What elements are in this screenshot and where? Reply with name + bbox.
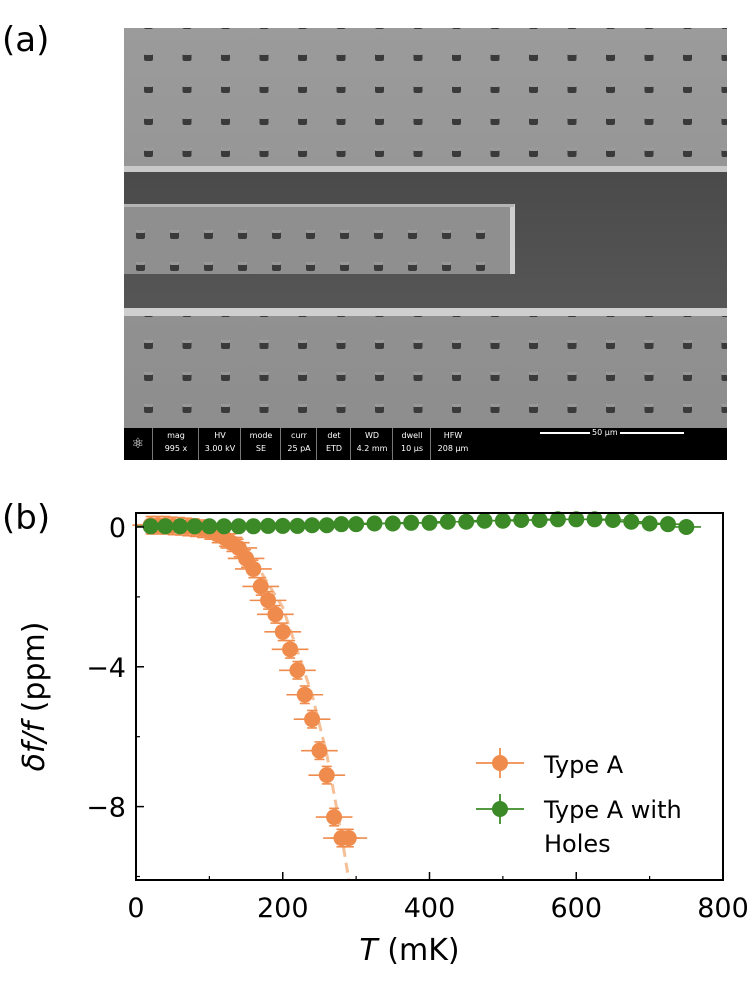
legend-marker (492, 755, 508, 771)
type-a-point (252, 578, 269, 595)
plot-frame (135, 512, 724, 881)
sem-info-value: ETD (325, 444, 343, 453)
type-a-holes-point (531, 511, 548, 528)
sem-image (124, 28, 727, 460)
sem-info-value: 995 x (164, 444, 188, 453)
type-a-point (282, 641, 299, 658)
sem-info-col: curr 25 pA (280, 428, 317, 460)
type-a-holes-point (549, 511, 566, 528)
type-a-holes-point (384, 515, 401, 532)
sem-info-value: 10 µs (401, 444, 423, 453)
x-axis-label: T (mK) (359, 933, 459, 968)
sem-info-header: WD (364, 431, 380, 440)
x-tick-label: 400 (404, 893, 456, 924)
legend-marker (492, 801, 508, 817)
type-a-holes-point (513, 511, 530, 528)
type-a-point (274, 623, 291, 640)
type-a-holes-point (586, 511, 603, 528)
x-tick-label: 800 (697, 893, 749, 924)
y-tick-label: −4 (86, 653, 126, 684)
fit-line (135, 523, 351, 881)
y-axis-label: δf/f (ppm) (17, 622, 52, 772)
sem-info-col: det ETD (316, 428, 351, 460)
type-a-holes-point (348, 516, 365, 533)
type-a-point (326, 809, 343, 826)
sem-info-col: HV 3.00 kV (198, 428, 241, 460)
legend-label: Type A (543, 751, 624, 779)
type-a-holes-point (366, 515, 383, 532)
type-a-holes-point (641, 515, 658, 532)
type-a-holes-point (623, 513, 640, 530)
sem-info-header: HFW (443, 431, 463, 440)
sem-info-value: 25 pA (287, 444, 311, 453)
type-a-point (245, 560, 262, 577)
sem-info-header: dwell (401, 431, 423, 440)
type-a-holes-point (476, 512, 493, 529)
x-tick-label: 0 (127, 893, 144, 924)
sem-info-bar: ⚛ mag 995 x HV 3.00 kV mode SE curr 25 pA det ETD… (124, 428, 727, 460)
y-tick-label: −8 (86, 793, 126, 824)
type-a-point (340, 830, 357, 847)
type-a-holes-point (659, 516, 676, 533)
type-a-point (304, 711, 321, 728)
x-tick-label: 200 (257, 893, 309, 924)
type-a-point (289, 662, 306, 679)
type-a-holes-point (458, 513, 475, 530)
type-a-holes-point (439, 513, 456, 530)
type-a-holes-point (421, 514, 438, 531)
x-tick-label: 600 (550, 893, 602, 924)
type-a-holes-point (604, 511, 621, 528)
sem-info-value: 3.00 kV (204, 444, 236, 453)
type-a-holes-point (403, 514, 420, 531)
type-a-point (296, 686, 313, 703)
chart-svg: 0 200 400 600 800 0 −4 −8 T (mK) δf/f (ppm) Type A… (17, 511, 749, 968)
type-a-point (260, 592, 277, 609)
type-a-point (311, 742, 328, 759)
panel-label-a: (a) (2, 20, 50, 60)
type-a-holes-point (678, 518, 695, 535)
scale-bar-label: 50 µm (590, 428, 620, 437)
type-a-holes-point (318, 517, 335, 534)
sem-info-col: HFW 208 µm (430, 428, 475, 460)
sem-info-header: det (327, 431, 341, 440)
sem-info-value: 208 µm (437, 444, 469, 453)
sem-info-value: SE (255, 444, 267, 453)
type-a-holes-point (568, 511, 585, 528)
y-tick-label: 0 (109, 513, 126, 544)
sem-info-col: mag 995 x (152, 428, 199, 460)
sem-info-header: mode (249, 431, 273, 440)
sem-info-col: dwell 10 µs (392, 428, 431, 460)
type-a-point (267, 606, 284, 623)
sem-info-col: WD 4.2 mm (350, 428, 393, 460)
sem-info-header: HV (214, 431, 226, 440)
sem-atom-icon: ⚛ (131, 436, 145, 452)
panel-label-b: (b) (2, 498, 51, 538)
sem-info-header: mag (167, 431, 185, 440)
type-a-holes-point (494, 512, 511, 529)
type-a-point (318, 767, 335, 784)
legend-label: Type A with Holes (543, 796, 682, 858)
sem-info-header: curr (291, 431, 307, 440)
sem-info-value: 4.2 mm (356, 444, 388, 453)
sem-info-col: mode SE (240, 428, 281, 460)
